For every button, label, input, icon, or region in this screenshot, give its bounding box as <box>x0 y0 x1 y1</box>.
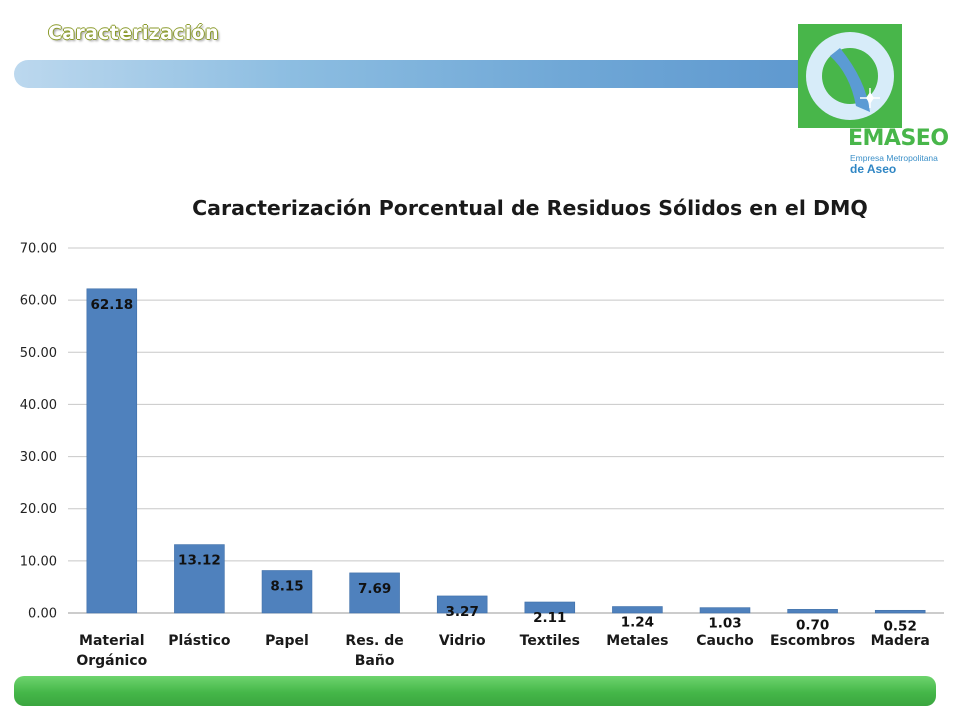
data-label: 2.11 <box>533 610 566 626</box>
bar <box>436 595 488 614</box>
emaseo-logo: EMASEO Empresa Metropolitana de Aseo <box>796 22 949 180</box>
y-tick-label: 60.00 <box>20 294 57 309</box>
bar <box>874 609 926 614</box>
bar <box>86 288 138 614</box>
data-label: 0.70 <box>796 617 829 633</box>
bar <box>699 607 751 614</box>
slide-title: Caracterización <box>48 22 219 44</box>
logo-subtitle-line1: Empresa Metropolitana <box>850 153 938 163</box>
x-tick-label: Plástico <box>168 633 231 649</box>
y-tick-label: 30.00 <box>20 450 57 465</box>
y-tick-label: 50.00 <box>20 346 57 361</box>
y-tick-label: 70.00 <box>20 242 57 257</box>
bar <box>261 570 313 614</box>
data-label: 7.69 <box>358 581 391 597</box>
data-label: 1.03 <box>708 616 741 632</box>
x-tick-label: Baño <box>355 653 395 669</box>
data-label: 0.52 <box>884 618 917 634</box>
x-tick-label: Material <box>79 633 145 649</box>
y-tick-label: 10.00 <box>20 554 57 569</box>
x-tick-label: Metales <box>606 633 668 649</box>
chart-title: Caracterización Porcentual de Residuos S… <box>192 196 868 220</box>
data-labels: 62.18 13.12 8.15 7.69 3.27 2.11 1.24 1.03 0.70 0.… <box>90 297 916 635</box>
x-tick-label: Escombros <box>770 633 855 649</box>
x-axis-ticks: Material Orgánico Plástico Papel Res. de Baño… <box>76 633 930 669</box>
bar <box>349 572 400 614</box>
header-bar <box>14 60 814 88</box>
bars <box>86 288 926 614</box>
data-label: 62.18 <box>90 297 133 313</box>
x-tick-label: Orgánico <box>76 653 147 669</box>
y-axis-ticks: 0.00 10.00 20.00 30.00 40.00 50.00 60.00 70.00 <box>20 242 57 622</box>
data-label: 8.15 <box>270 579 303 595</box>
data-label: 13.12 <box>178 553 221 569</box>
logo-name: EMASEO <box>848 126 949 151</box>
x-tick-label: Caucho <box>696 633 754 649</box>
data-label: 3.27 <box>446 604 479 620</box>
x-tick-label: Papel <box>265 633 309 649</box>
y-tick-label: 0.00 <box>28 607 57 622</box>
gridlines <box>68 247 944 614</box>
y-tick-label: 20.00 <box>20 502 57 517</box>
bar <box>787 609 838 614</box>
x-tick-label: Res. de <box>345 633 403 649</box>
bar <box>174 544 225 614</box>
logo-emblem <box>798 24 902 128</box>
bar <box>612 606 663 614</box>
x-tick-label: Vidrio <box>439 633 486 649</box>
y-tick-label: 40.00 <box>20 398 57 413</box>
footer-bar <box>14 676 936 706</box>
x-tick-label: Textiles <box>520 633 580 649</box>
logo-subtitle-line2: de Aseo <box>850 162 897 176</box>
data-label: 1.24 <box>621 615 654 631</box>
bar <box>524 601 576 614</box>
x-tick-label: Madera <box>871 633 930 649</box>
